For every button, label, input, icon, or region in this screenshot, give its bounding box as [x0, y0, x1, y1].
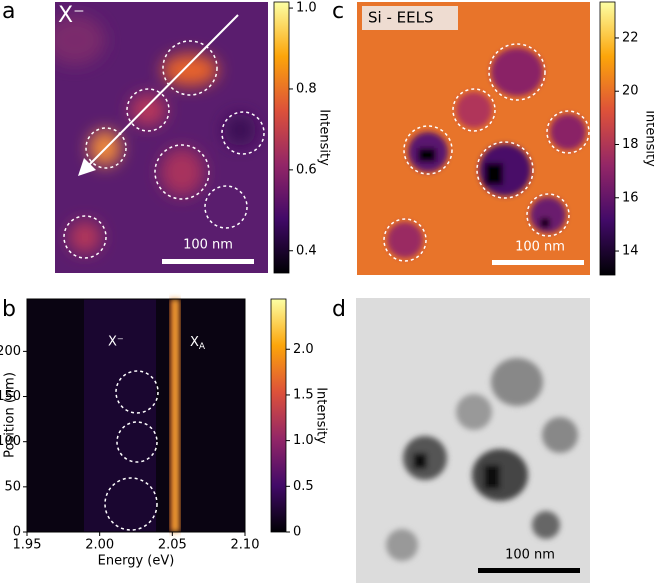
arrow [85, 14, 239, 169]
x-tick-label: 2.00 [85, 538, 114, 553]
scale-label: 100 nm [505, 548, 555, 563]
circles-a [63, 40, 265, 259]
colorbar-tick-label: 0.5 [293, 479, 314, 494]
colorbar-label: Intensity [314, 387, 329, 444]
colorbar [599, 1, 616, 276]
colorbar-tick-label: 1.0 [296, 1, 317, 16]
colorbar-tick-label: 0.6 [296, 162, 317, 177]
colorbar-tick-label: 0 [293, 525, 301, 540]
panel-label: c [332, 0, 344, 24]
y-tick-label: 50 [4, 479, 21, 494]
scale-bar [492, 260, 584, 265]
map-c [357, 2, 590, 275]
y-tick-label: 200 [0, 344, 21, 359]
annotation-box [362, 6, 458, 30]
x-tick-label: 1.95 [13, 538, 42, 553]
colorbar-tick-label: 22 [622, 30, 639, 45]
colorbar-tick-label: 18 [622, 137, 639, 152]
scale-label: 100 nm [515, 240, 565, 255]
scale-bar [478, 568, 580, 573]
scale-label: 100 nm [183, 238, 233, 253]
colorbar-tick-label: 0.8 [296, 81, 317, 96]
band [84, 299, 156, 532]
colorbar [270, 298, 287, 533]
colorbar-tick-label: 20 [622, 84, 639, 99]
peak-core [174, 299, 177, 532]
colorbar-label: Intensity [643, 110, 654, 167]
annotation: X⁻ [58, 3, 85, 28]
colorbar-tick-label: 0.4 [296, 243, 317, 258]
y-label: Position (nm) [3, 372, 18, 458]
annotation: Si - EELS [368, 9, 433, 27]
circles-c [383, 43, 590, 262]
map-a [55, 2, 268, 273]
colorbar-label: Intensity [317, 109, 332, 166]
map-d [356, 298, 590, 583]
panel-label: b [2, 297, 16, 322]
annotation-sub: A [199, 342, 206, 352]
x-label: Energy (eV) [98, 554, 175, 569]
colorbar [273, 1, 290, 274]
annotation-text: X [190, 335, 199, 350]
panel-label: a [2, 0, 15, 24]
x-tick-label: 2.10 [231, 538, 260, 553]
y-tick-label: 0 [13, 525, 21, 540]
panel-label: d [332, 297, 346, 322]
y-tick-label: 100 [0, 434, 21, 449]
annotation: XA [190, 335, 206, 352]
y-tick-label: 150 [0, 389, 21, 404]
arrow-head [78, 158, 96, 176]
scale-bar [162, 259, 254, 264]
colorbar-tick-label: 1.0 [293, 433, 314, 448]
colorbar-tick-label: 1.5 [293, 387, 314, 402]
annotation: X⁻ [108, 335, 124, 350]
colorbar-tick-label: 14 [622, 244, 639, 259]
x-tick-label: 2.05 [158, 538, 187, 553]
colorbar-tick-label: 16 [622, 190, 639, 205]
axes-frame [26, 298, 246, 533]
circles-b [104, 370, 159, 531]
colorbar-tick-label: 2.0 [293, 342, 314, 357]
